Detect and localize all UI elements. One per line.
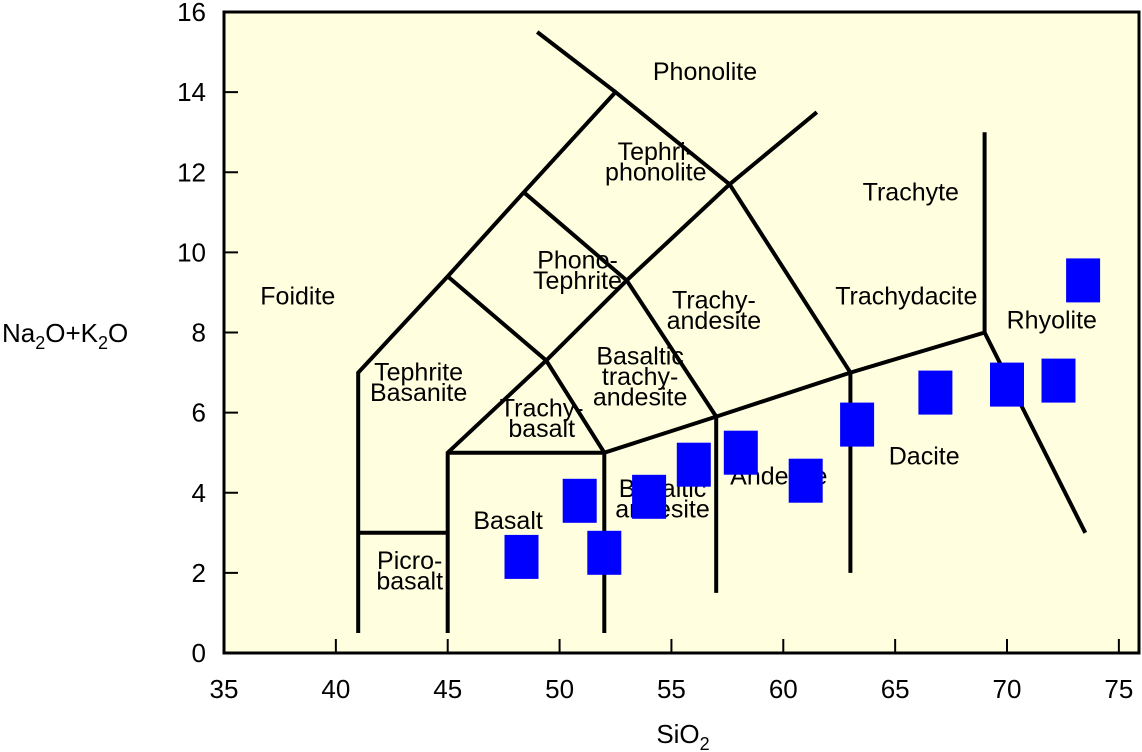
- y-tick-label-12: 12: [177, 157, 206, 187]
- field-label-phonolite: Phonolite: [653, 58, 757, 86]
- data-point-7: [840, 402, 875, 447]
- x-tick-label-75: 75: [1104, 674, 1133, 704]
- field-label-rhyolite: Rhyolite: [1007, 307, 1097, 335]
- y-tick-label-10: 10: [177, 237, 206, 267]
- data-points: [504, 258, 1101, 579]
- data-point-11: [1066, 258, 1101, 303]
- y-tick-label-2: 2: [192, 558, 206, 588]
- y-axis-title: Na2O+K2O: [2, 318, 128, 353]
- field-label-tephri-phonolite: Tephri-phonolite: [605, 138, 706, 187]
- field-boundary-6: [446, 274, 606, 454]
- field-label-tephrite-basanite: Tephrite Basanite: [370, 359, 467, 408]
- field-label-basalt: Basalt: [473, 507, 543, 535]
- field-label-phono-tephrite: Phono-Tephrite: [533, 246, 622, 295]
- x-tick-label-65: 65: [881, 674, 910, 704]
- field-boundary-3: [602, 132, 987, 633]
- data-point-5: [723, 430, 758, 475]
- x-tick-label-60: 60: [769, 674, 798, 704]
- x-axis-title: SiO2: [656, 719, 709, 752]
- data-point-9: [990, 362, 1024, 407]
- y-tick-label-4: 4: [192, 478, 206, 508]
- field-label-trachyte: Trachyte: [863, 178, 959, 206]
- data-point-2: [587, 530, 622, 575]
- field-label-foidite: Foidite: [260, 283, 335, 311]
- data-point-4: [676, 442, 711, 487]
- y-tick-label-14: 14: [177, 77, 206, 107]
- x-tick-label-70: 70: [993, 674, 1022, 704]
- data-point-3: [632, 474, 667, 519]
- data-point-0: [504, 534, 539, 579]
- x-tick-label-45: 45: [433, 674, 462, 704]
- y-axis-ticks: 0 2 4 6 8 10 12 14 16: [177, 0, 238, 668]
- field-label-picro-basalt: Picro-basalt: [376, 547, 443, 596]
- x-tick-label-40: 40: [321, 674, 350, 704]
- x-tick-label-50: 50: [545, 674, 574, 704]
- x-tick-label-35: 35: [210, 674, 239, 704]
- x-axis-ticks: 35 40 45 50 55 60 65 70 75: [210, 639, 1133, 704]
- y-tick-label-0: 0: [192, 638, 206, 668]
- field-label-trachy-andesite: Trachy-andesite: [667, 287, 762, 336]
- field-boundary-8: [535, 30, 617, 94]
- field-label-trachy-basalt: Trachy-basalt: [500, 395, 584, 444]
- field-boundary-0: [356, 89, 853, 633]
- y-tick-label-16: 16: [177, 0, 206, 27]
- y-tick-label-8: 8: [192, 318, 206, 348]
- field-label-dacite: Dacite: [889, 443, 960, 471]
- field-boundary-2: [445, 110, 819, 633]
- field-boundary-5: [522, 190, 719, 593]
- x-tick-label-55: 55: [657, 674, 686, 704]
- data-point-1: [562, 478, 597, 523]
- data-point-8: [918, 370, 953, 415]
- field-label-trachydacite: Trachydacite: [835, 283, 977, 311]
- data-point-6: [788, 458, 823, 503]
- field-labels: Phonolite Tephri-phonolite Trachyte Phono-T…: [260, 58, 1097, 595]
- data-point-10: [1041, 358, 1076, 403]
- y-tick-label-6: 6: [192, 398, 206, 428]
- field-label-basaltic-trachy-andesite: Basaltic trachy-andesite: [593, 343, 688, 412]
